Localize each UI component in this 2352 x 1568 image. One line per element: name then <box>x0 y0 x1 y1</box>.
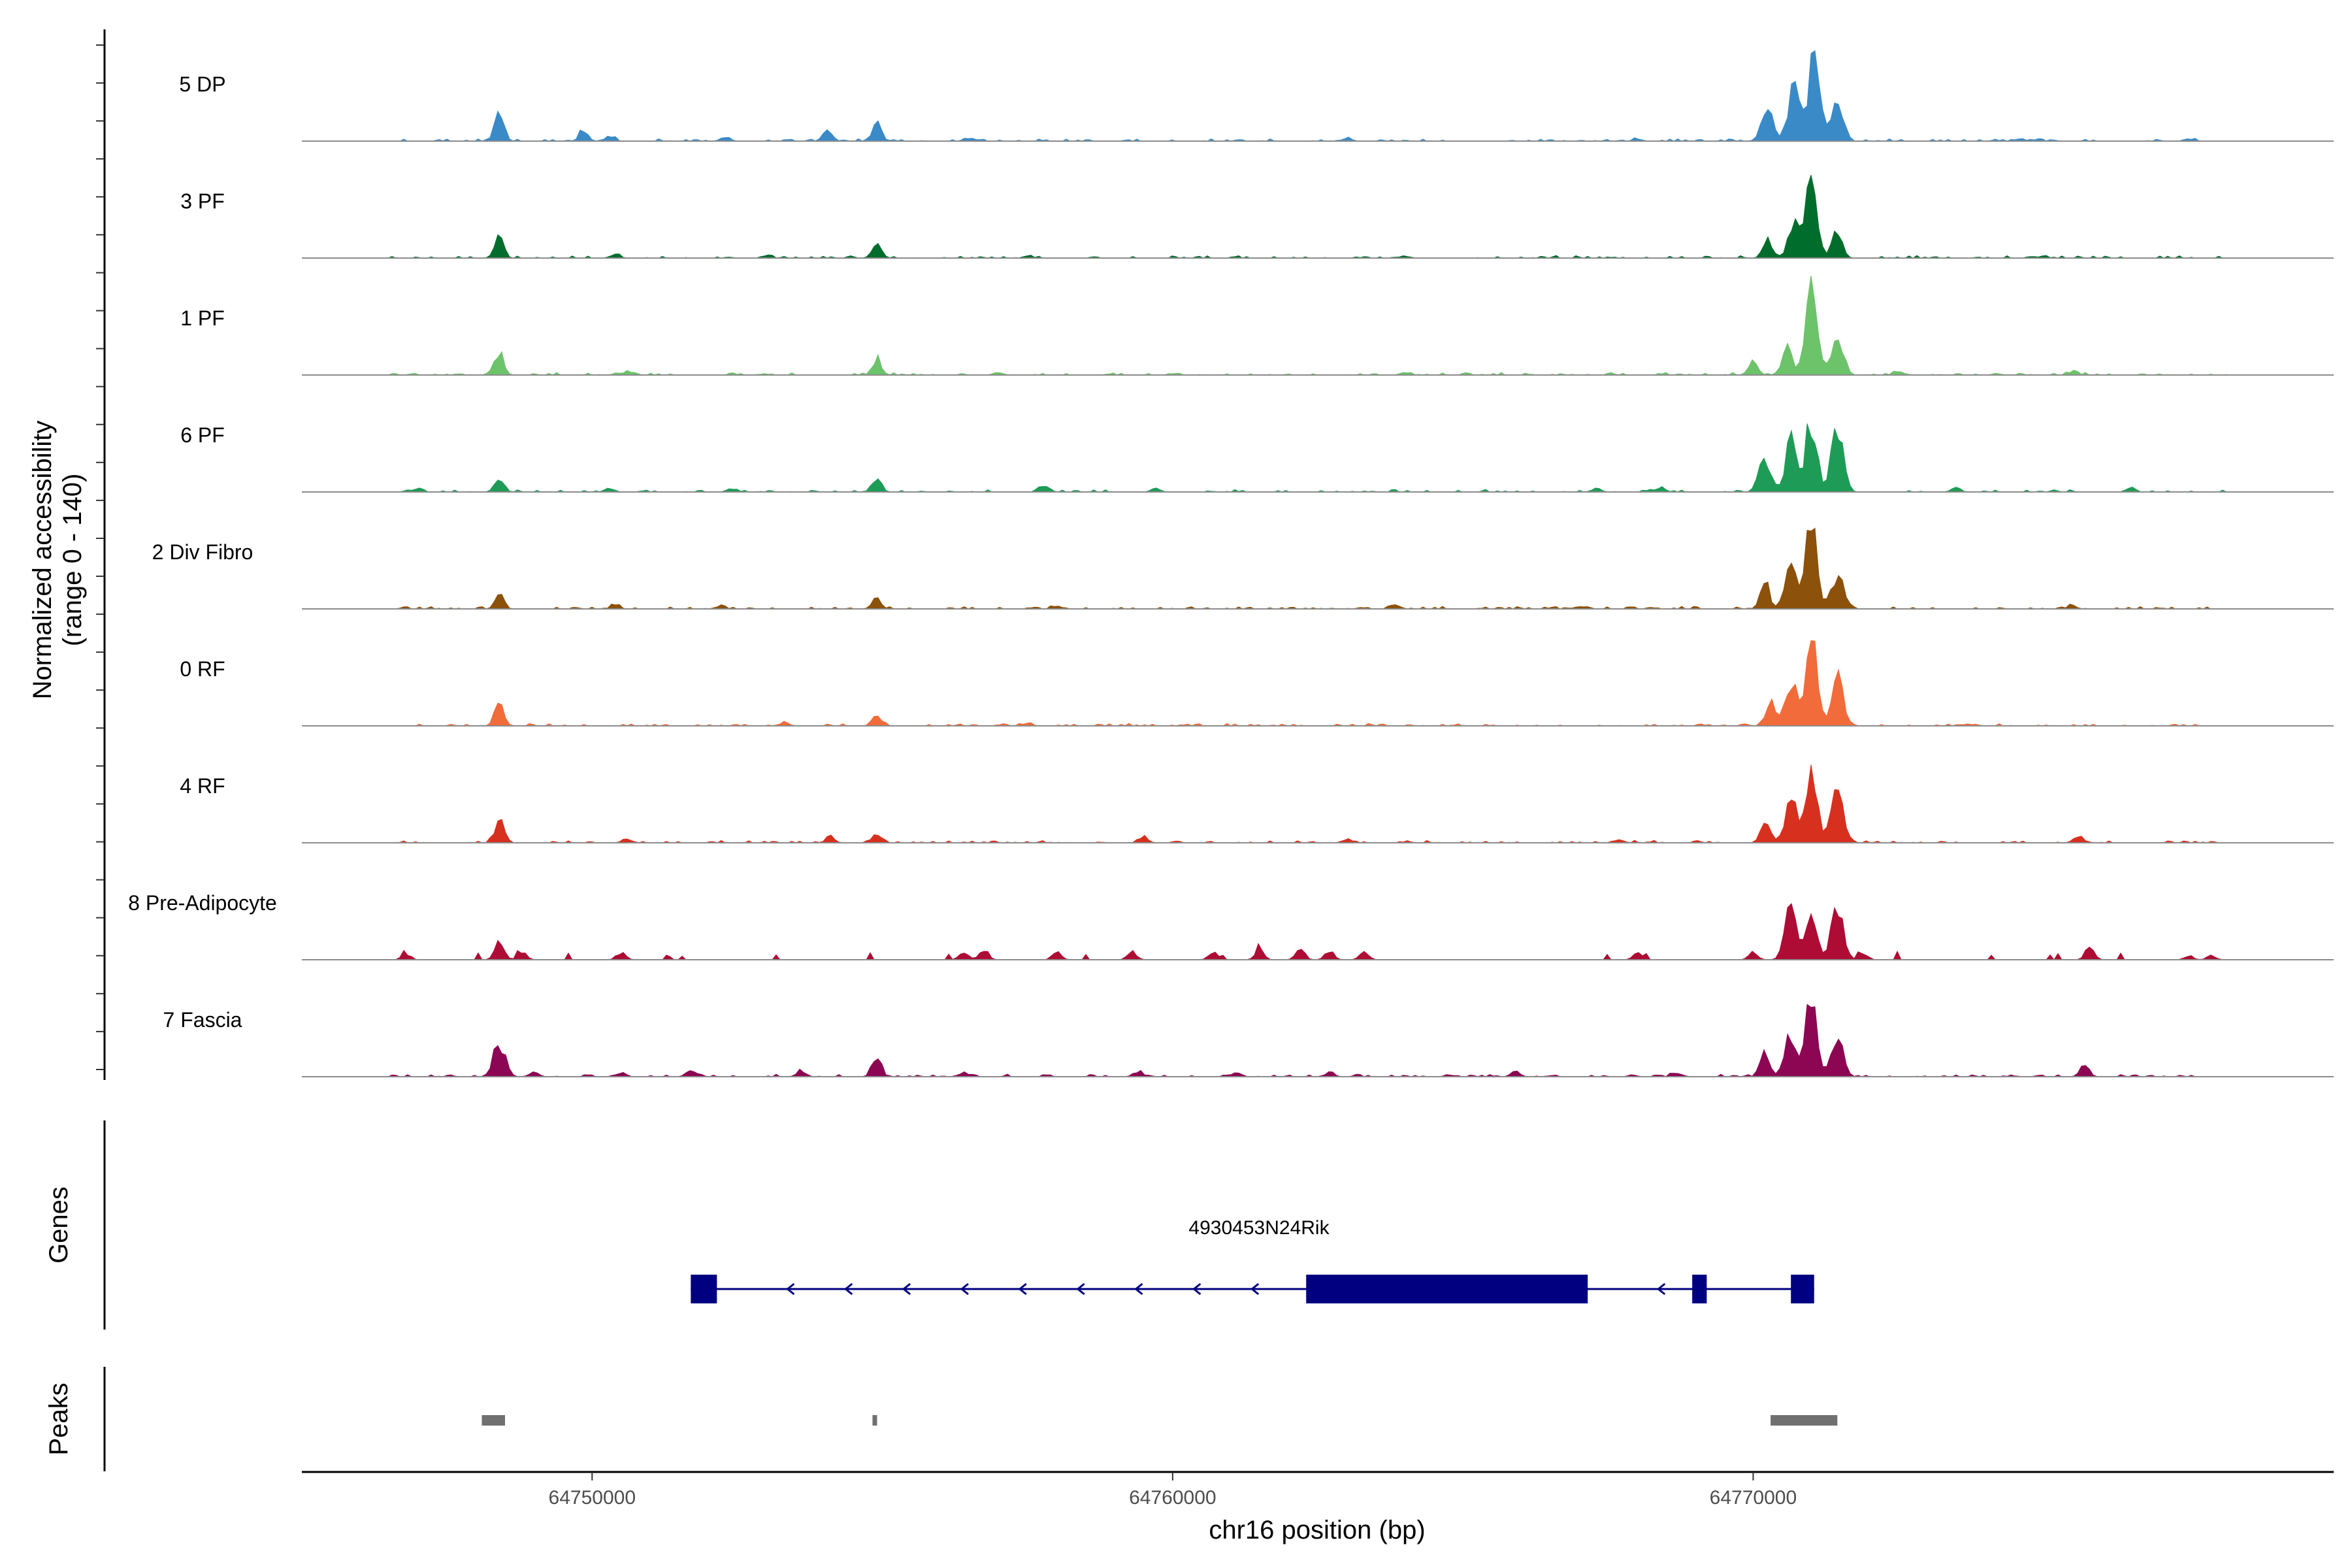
coverage-area <box>302 640 2334 727</box>
peak-region <box>872 1415 877 1426</box>
coverage-track: 1 PF <box>180 275 2334 376</box>
strand-arrow <box>902 1282 911 1296</box>
genes-track-label: Genes <box>44 1186 73 1264</box>
track-label: 4 RF <box>180 774 225 798</box>
coverage-area <box>302 423 2334 493</box>
track-label: 8 Pre-Adipocyte <box>128 891 277 915</box>
strand-arrow <box>1250 1282 1260 1296</box>
coverage-track: 3 PF <box>180 174 2334 259</box>
coverage-area <box>302 275 2334 376</box>
peak-region <box>1771 1415 1838 1426</box>
gene-exon <box>1791 1275 1814 1303</box>
coverage-area <box>302 1004 2334 1077</box>
gene-exon <box>691 1275 717 1303</box>
coverage-track: 0 RF <box>180 640 2334 727</box>
y-axis-title-line2: (range 0 - 140) <box>58 474 87 647</box>
strand-arrow <box>1076 1282 1085 1296</box>
coverage-track: 7 Fascia <box>163 1004 2334 1077</box>
gene-model <box>691 1275 1814 1303</box>
peaks-panel: Peaks <box>44 1367 1838 1471</box>
strand-arrow <box>843 1282 853 1296</box>
peaks-track-label: Peaks <box>44 1382 73 1455</box>
coverage-area <box>302 50 2334 142</box>
coverage-tracks: 5 DP 3 PF 1 PF 6 PF 2 Div Fibro 0 RF 4 RF 8 Pre… <box>128 50 2334 1077</box>
coverage-track: 8 Pre-Adipocyte <box>128 891 2334 960</box>
accessibility-y-axis <box>96 29 106 1080</box>
coverage-area <box>302 174 2334 259</box>
peak-regions <box>482 1415 1838 1426</box>
x-axis: 64750000 64760000 64770000 <box>302 1471 2334 1509</box>
track-label: 0 RF <box>180 657 225 681</box>
gene-exon <box>1306 1275 1588 1303</box>
x-axis-title: chr16 position (bp) <box>1209 1516 1425 1544</box>
strand-arrow <box>1656 1282 1666 1296</box>
coverage-track: 2 Div Fibro <box>152 527 2334 610</box>
genes-panel: Genes 4930453N24Rik <box>44 1120 1814 1330</box>
track-label: 7 Fascia <box>163 1008 242 1032</box>
coverage-area <box>302 903 2334 960</box>
x-tick-label: 64750000 <box>549 1487 636 1509</box>
track-label: 6 PF <box>180 423 225 447</box>
coverage-track: 5 DP <box>179 50 2334 142</box>
x-tick-label: 64770000 <box>1710 1487 1797 1509</box>
strand-arrow <box>1018 1282 1027 1296</box>
coverage-area <box>302 527 2334 610</box>
gene-exon <box>1692 1275 1707 1303</box>
peak-region <box>482 1415 505 1426</box>
coverage-track: 6 PF <box>180 423 2334 493</box>
track-label: 2 Div Fibro <box>152 540 253 564</box>
coverage-area <box>302 764 2334 843</box>
strand-arrow <box>1134 1282 1143 1296</box>
track-label: 3 PF <box>180 189 225 213</box>
track-label: 5 DP <box>179 73 225 96</box>
y-axis-title-line1: Normalized accessibility <box>28 421 57 700</box>
gene-name-label: 4930453N24Rik <box>1188 1217 1330 1239</box>
x-tick-label: 64760000 <box>1129 1487 1216 1509</box>
track-label: 1 PF <box>180 306 225 330</box>
coverage-track: 4 RF <box>180 764 2334 843</box>
strand-arrow <box>785 1282 795 1296</box>
strand-arrow <box>1192 1282 1201 1296</box>
strand-arrow <box>960 1282 969 1296</box>
